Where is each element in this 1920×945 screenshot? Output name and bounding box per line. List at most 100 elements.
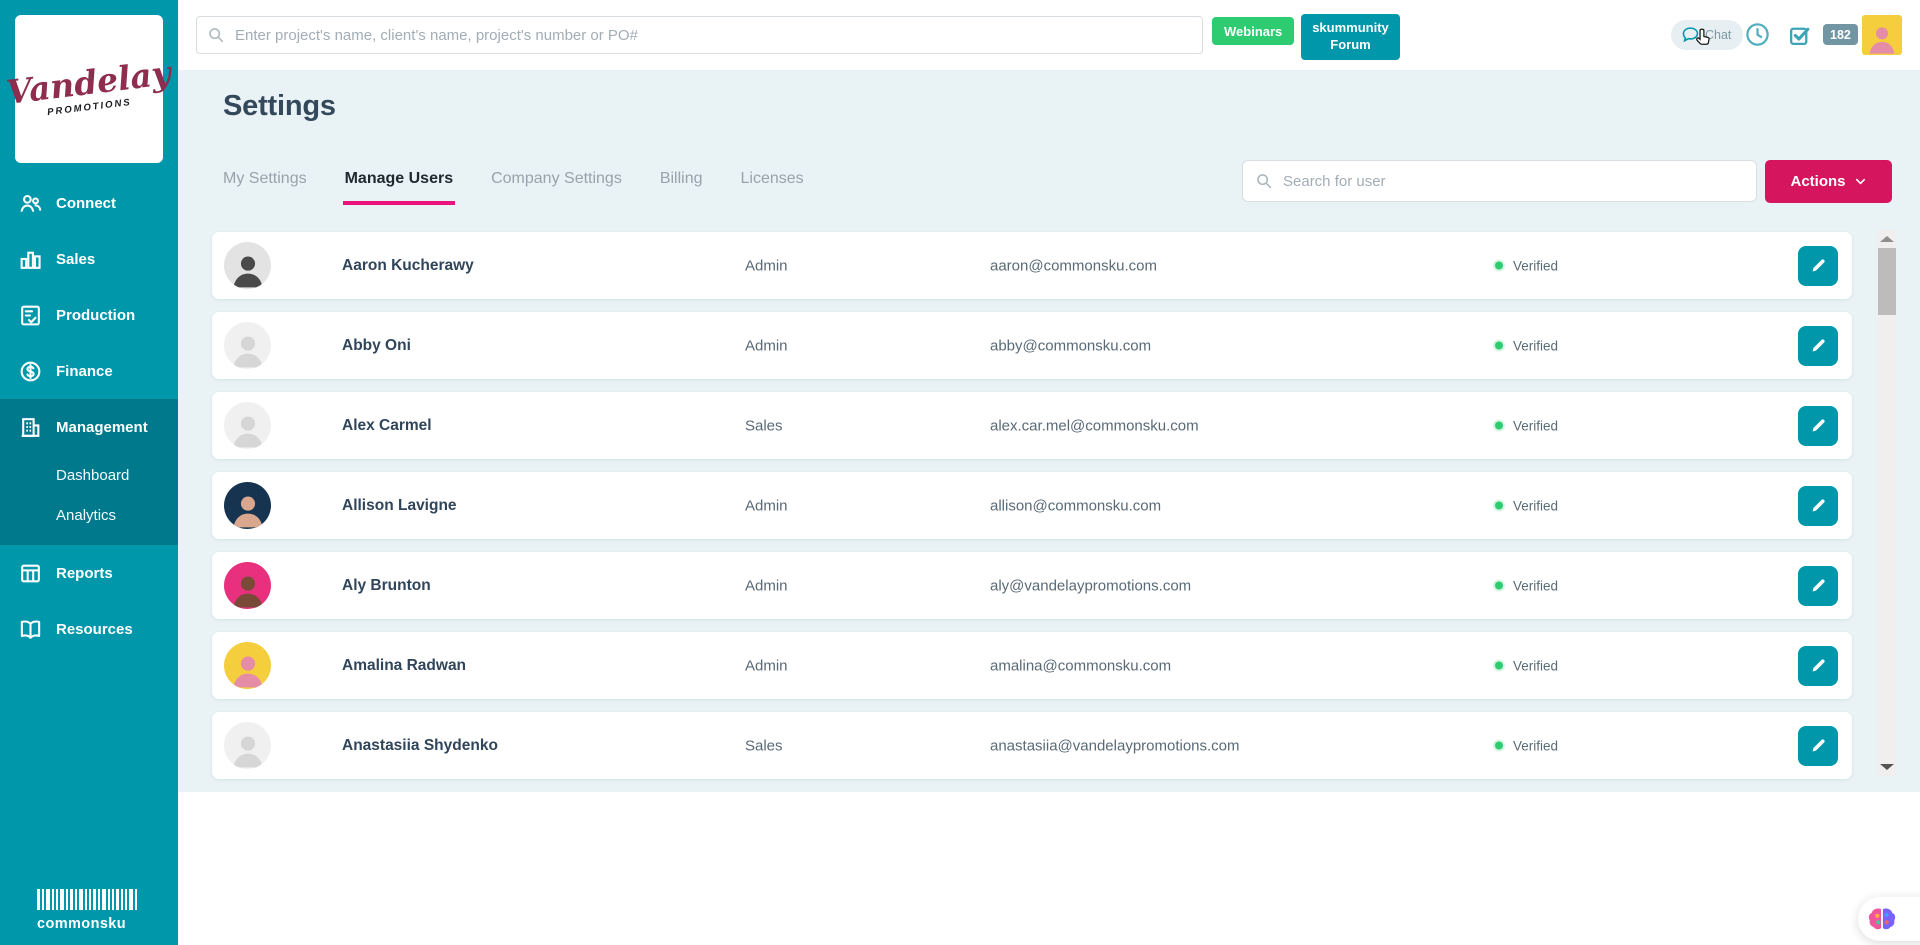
verified-dot-icon bbox=[1495, 582, 1503, 590]
verified-label: Verified bbox=[1513, 738, 1558, 753]
sidebar-item-reports[interactable]: Reports bbox=[0, 545, 178, 601]
sidebar-item-connect[interactable]: Connect bbox=[0, 175, 178, 231]
user-name[interactable]: Allison Lavigne bbox=[342, 497, 457, 515]
user-row: Alex Carmel Sales alex.car.mel@commonsku… bbox=[212, 392, 1852, 459]
user-role: Admin bbox=[745, 337, 788, 354]
tab-licenses[interactable]: Licenses bbox=[741, 170, 804, 205]
user-name[interactable]: Amalina Radwan bbox=[342, 657, 466, 675]
verified-label: Verified bbox=[1513, 418, 1558, 433]
sidebar-nav: Connect Sales Production Finance Managem… bbox=[0, 175, 178, 657]
sidebar-item-finance[interactable]: Finance bbox=[0, 343, 178, 399]
tab-manage-users[interactable]: Manage Users bbox=[345, 170, 454, 205]
sidebar-item-resources[interactable]: Resources bbox=[0, 601, 178, 657]
user-email: aly@vandelaypromotions.com bbox=[990, 577, 1191, 594]
chat-bubble-icon bbox=[1679, 24, 1701, 46]
sidebar-item-production[interactable]: Production bbox=[0, 287, 178, 343]
user-role: Admin bbox=[745, 657, 788, 674]
avatar-silhouette-icon bbox=[228, 649, 268, 689]
avatar-silhouette-icon bbox=[228, 249, 268, 289]
tasks-button[interactable] bbox=[1787, 23, 1812, 48]
page-title: Settings bbox=[223, 90, 336, 123]
clock-icon bbox=[1744, 21, 1771, 48]
sidebar-item-sales[interactable]: Sales bbox=[0, 231, 178, 287]
actions-button[interactable]: Actions bbox=[1765, 160, 1892, 203]
avatar[interactable] bbox=[224, 562, 271, 609]
user-role: Admin bbox=[745, 497, 788, 514]
user-role: Admin bbox=[745, 577, 788, 594]
user-list: Aaron Kucherawy Admin aaron@commonsku.co… bbox=[212, 232, 1852, 792]
sidebar-subitem-analytics[interactable]: Analytics bbox=[0, 495, 178, 535]
report-table-icon bbox=[18, 561, 43, 586]
edit-user-button[interactable] bbox=[1798, 326, 1838, 366]
edit-user-button[interactable] bbox=[1798, 406, 1838, 446]
project-search-input[interactable] bbox=[196, 16, 1203, 54]
clock-button[interactable] bbox=[1744, 21, 1771, 48]
avatar[interactable] bbox=[224, 402, 271, 449]
verified-label: Verified bbox=[1513, 658, 1558, 673]
sidebar-subitem-dashboard[interactable]: Dashboard bbox=[0, 455, 178, 495]
user-row: Allison Lavigne Admin allison@commonsku.… bbox=[212, 472, 1852, 539]
skummunity-forum-button[interactable]: skummunity Forum bbox=[1301, 14, 1400, 60]
user-role: Admin bbox=[745, 257, 788, 274]
scrollbar-up-arrow[interactable] bbox=[1880, 236, 1894, 242]
scrollbar-track[interactable] bbox=[1878, 230, 1896, 776]
user-name[interactable]: Abby Oni bbox=[342, 337, 411, 355]
chat-label: Chat bbox=[1705, 28, 1731, 42]
tab-billing[interactable]: Billing bbox=[660, 170, 703, 205]
sidebar-item-label: Connect bbox=[56, 195, 116, 212]
people-icon bbox=[18, 191, 43, 216]
user-row: Anastasiia Shydenko Sales anastasiia@van… bbox=[212, 712, 1852, 779]
settings-page: Settings My Settings Manage Users Company … bbox=[178, 70, 1920, 792]
tab-company-settings[interactable]: Company Settings bbox=[491, 170, 622, 205]
edit-user-button[interactable] bbox=[1798, 646, 1838, 686]
edit-user-button[interactable] bbox=[1798, 566, 1838, 606]
verified-dot-icon bbox=[1495, 502, 1503, 510]
user-row: Aaron Kucherawy Admin aaron@commonsku.co… bbox=[212, 232, 1852, 299]
user-name[interactable]: Alex Carmel bbox=[342, 417, 432, 435]
verified-dot-icon bbox=[1495, 662, 1503, 670]
edit-user-button[interactable] bbox=[1798, 726, 1838, 766]
user-search-input[interactable] bbox=[1242, 160, 1757, 202]
settings-tabs: My Settings Manage Users Company Settings B… bbox=[223, 170, 804, 205]
user-row: Amalina Radwan Admin amalina@commonsku.c… bbox=[212, 632, 1852, 699]
notification-count-badge[interactable]: 182 bbox=[1823, 24, 1858, 45]
avatar[interactable] bbox=[224, 722, 271, 769]
sidebar-item-management[interactable]: Management bbox=[0, 399, 178, 455]
scrollbar-thumb[interactable] bbox=[1878, 248, 1896, 315]
avatar-silhouette-icon bbox=[228, 729, 268, 769]
building-icon bbox=[18, 415, 43, 440]
sidebar-item-label: Production bbox=[56, 307, 135, 324]
edit-user-button[interactable] bbox=[1798, 486, 1838, 526]
user-email: abby@commonsku.com bbox=[990, 337, 1151, 354]
verified-dot-icon bbox=[1495, 742, 1503, 750]
webinars-button[interactable]: Webinars bbox=[1212, 17, 1294, 45]
user-email: aaron@commonsku.com bbox=[990, 257, 1157, 274]
user-name[interactable]: Aaron Kucherawy bbox=[342, 257, 474, 275]
assistant-widget-button[interactable] bbox=[1858, 897, 1920, 941]
user-email: allison@commonsku.com bbox=[990, 497, 1161, 514]
user-row: Aly Brunton Admin aly@vandelaypromotions… bbox=[212, 552, 1852, 619]
scrollbar-down-arrow[interactable] bbox=[1880, 764, 1894, 770]
checkbox-icon bbox=[1787, 23, 1812, 48]
user-status: Verified bbox=[1495, 338, 1558, 353]
user-menu-avatar[interactable] bbox=[1862, 15, 1902, 55]
user-status: Verified bbox=[1495, 258, 1558, 273]
avatar[interactable] bbox=[224, 482, 271, 529]
commonsku-wordmark: commonsku bbox=[37, 916, 141, 932]
avatar[interactable] bbox=[224, 322, 271, 369]
avatar-silhouette-icon bbox=[228, 409, 268, 449]
user-status: Verified bbox=[1495, 738, 1558, 753]
tab-my-settings[interactable]: My Settings bbox=[223, 170, 307, 205]
user-status: Verified bbox=[1495, 418, 1558, 433]
sidebar: Vandelay PROMOTIONS Connect Sales Produc… bbox=[0, 0, 178, 945]
chat-button[interactable]: Chat bbox=[1671, 20, 1743, 50]
avatar[interactable] bbox=[224, 642, 271, 689]
user-name[interactable]: Anastasiia Shydenko bbox=[342, 737, 498, 755]
user-email: alex.car.mel@commonsku.com bbox=[990, 417, 1199, 434]
user-name[interactable]: Aly Brunton bbox=[342, 577, 431, 595]
edit-user-button[interactable] bbox=[1798, 246, 1838, 286]
avatar[interactable] bbox=[224, 242, 271, 289]
user-status: Verified bbox=[1495, 658, 1558, 673]
commonsku-logo[interactable]: commonsku bbox=[37, 889, 141, 932]
company-logo[interactable]: Vandelay PROMOTIONS bbox=[15, 15, 163, 163]
